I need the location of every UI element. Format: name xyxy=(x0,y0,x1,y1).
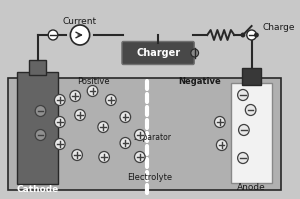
Text: Separator: Separator xyxy=(133,134,171,142)
Circle shape xyxy=(55,139,65,149)
Text: Electrolyte: Electrolyte xyxy=(127,173,172,181)
Circle shape xyxy=(55,116,65,128)
Circle shape xyxy=(241,32,245,37)
Bar xyxy=(242,68,261,85)
Circle shape xyxy=(134,130,145,140)
Text: Cathode: Cathode xyxy=(16,185,59,194)
Bar xyxy=(17,72,58,184)
Circle shape xyxy=(70,25,90,45)
Bar xyxy=(29,60,46,75)
Circle shape xyxy=(48,30,58,40)
Circle shape xyxy=(106,95,116,105)
Text: Positive: Positive xyxy=(77,76,110,86)
Text: Charge: Charge xyxy=(262,23,295,32)
Circle shape xyxy=(214,116,225,128)
Circle shape xyxy=(247,30,256,40)
Circle shape xyxy=(35,130,46,140)
Circle shape xyxy=(99,151,110,163)
Bar xyxy=(231,83,272,183)
Text: Charger: Charger xyxy=(136,48,180,58)
Circle shape xyxy=(245,104,256,115)
FancyBboxPatch shape xyxy=(122,42,194,64)
Circle shape xyxy=(254,32,259,37)
Circle shape xyxy=(72,149,83,161)
Circle shape xyxy=(120,111,130,123)
Circle shape xyxy=(70,91,80,101)
Circle shape xyxy=(238,125,249,136)
Circle shape xyxy=(216,139,227,150)
Circle shape xyxy=(238,90,248,100)
Circle shape xyxy=(238,152,248,164)
Circle shape xyxy=(87,86,98,97)
Text: Anode: Anode xyxy=(237,182,266,191)
Circle shape xyxy=(35,105,46,116)
Circle shape xyxy=(120,138,130,148)
Circle shape xyxy=(75,109,85,121)
Circle shape xyxy=(191,49,199,57)
Circle shape xyxy=(55,95,65,105)
Circle shape xyxy=(98,122,109,133)
Circle shape xyxy=(134,151,145,163)
Text: Current: Current xyxy=(63,18,97,26)
Text: Negative: Negative xyxy=(178,76,221,86)
Bar xyxy=(8,78,281,190)
